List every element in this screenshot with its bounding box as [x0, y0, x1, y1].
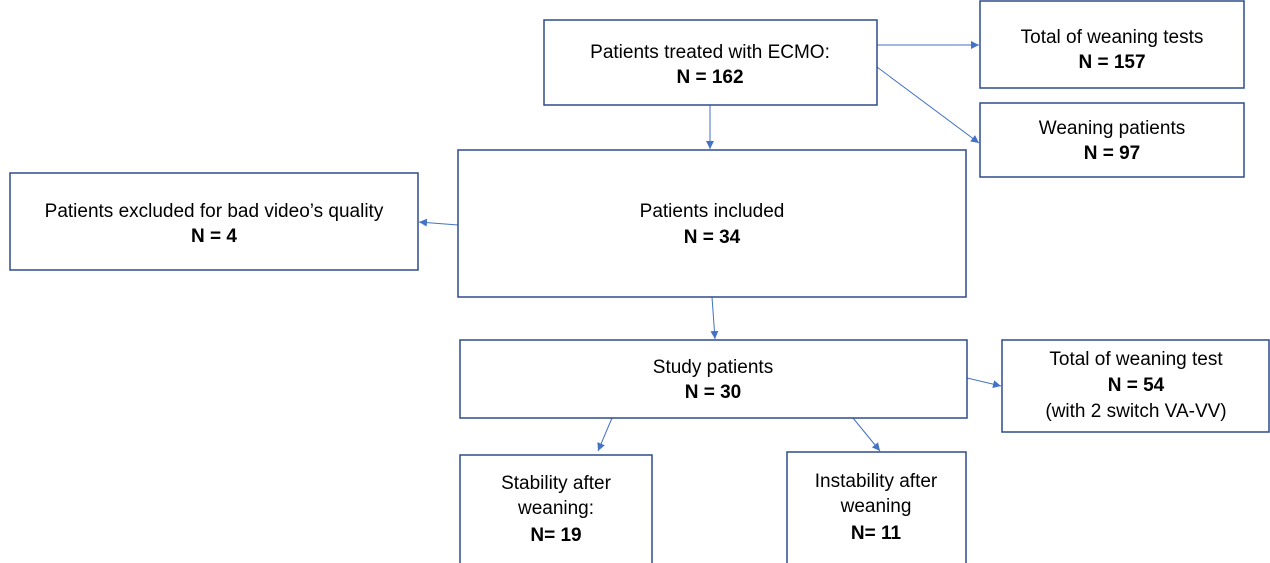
node-label: Study patients: [653, 357, 773, 378]
node-count: N = 162: [676, 67, 743, 88]
node-count: N = 54: [1108, 375, 1165, 396]
arrow: [966, 377, 1002, 389]
node: Total of weaning tests N = 157: [979, 0, 1245, 89]
node-label: Patients treated with ECMO:: [590, 42, 830, 63]
box: [543, 19, 878, 106]
arrow: [710, 296, 719, 340]
box: [979, 0, 1245, 89]
node-label: Weaning patients: [1039, 118, 1185, 139]
arrow: [852, 417, 881, 452]
node-count: N = 97: [1084, 143, 1141, 164]
node-count: N= 19: [530, 525, 581, 546]
node-count: N = 157: [1078, 52, 1145, 73]
node: Instability after weaning N= 11: [786, 451, 967, 563]
box: [1001, 339, 1270, 433]
node: Patients treated with ECMO: N = 162: [543, 19, 878, 106]
box: [786, 451, 967, 563]
arrow: [876, 66, 980, 144]
node: Patients excluded for bad video’s qualit…: [9, 172, 419, 271]
node-count: N = 34: [684, 227, 741, 248]
node-count: N = 4: [191, 226, 237, 247]
node-label: Patients excluded for bad video’s qualit…: [45, 201, 384, 222]
node-label: Total of weaning tests: [1021, 27, 1204, 48]
node-count: N = 30: [685, 382, 742, 403]
box: [457, 149, 967, 298]
node-label: Total of weaning test: [1049, 349, 1223, 370]
box: [9, 172, 419, 271]
node: Total of weaning test N = 54 (with 2 swi…: [1001, 339, 1270, 433]
node: Patients included N = 34: [457, 149, 967, 298]
node-label: weaning:: [517, 498, 594, 519]
node-note: (with 2 switch VA-VV): [1045, 401, 1226, 422]
node: Study patients N = 30: [459, 339, 968, 419]
box: [459, 339, 968, 419]
arrow: [597, 417, 613, 452]
arrow: [418, 218, 459, 227]
box: [979, 102, 1245, 178]
node: Weaning patients N = 97: [979, 102, 1245, 178]
node: Stability after weaning: N= 19: [459, 454, 653, 563]
box: [459, 454, 653, 563]
node-count: N= 11: [851, 523, 902, 544]
node-label: weaning: [840, 496, 912, 517]
node-label: Instability after: [815, 471, 938, 492]
node-label: Patients included: [640, 201, 785, 222]
node-label: Stability after: [501, 473, 611, 494]
